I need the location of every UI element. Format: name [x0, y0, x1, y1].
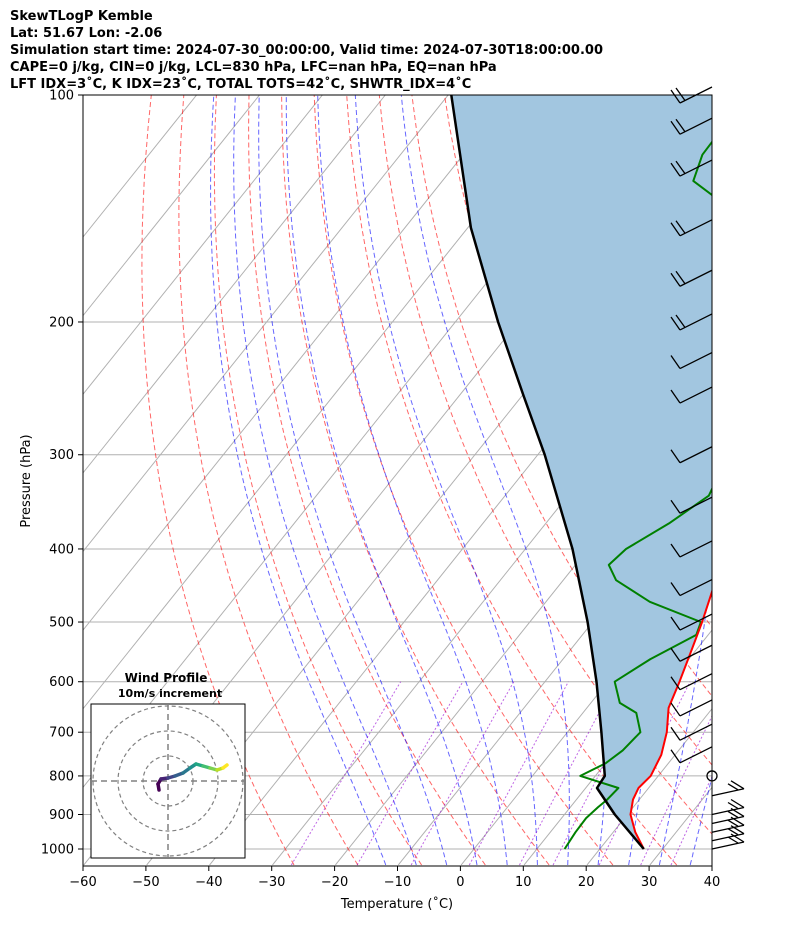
hodograph-trace: [221, 763, 229, 770]
x-tick-label: −30: [258, 875, 285, 890]
wind-barb: [670, 386, 713, 404]
x-tick-label: 0: [456, 875, 464, 890]
x-tick-label: −50: [132, 875, 159, 890]
y-axis-label: Pressure (hPa): [19, 434, 34, 527]
moist-adiabat: [210, 95, 387, 866]
y-tick-label: 500: [49, 616, 74, 631]
x-tick-label: 40: [704, 875, 721, 890]
isotherm-line: [586, 707, 712, 866]
x-tick-label: 30: [641, 875, 658, 890]
x-axis-label: Temperature (˚C): [340, 896, 453, 912]
y-tick-label: 700: [49, 726, 74, 741]
dry-adiabat: [248, 95, 486, 866]
dry-adiabat: [704, 95, 712, 115]
moist-adiabat: [258, 95, 448, 866]
location-line: Lat: 51.67 Lon: -2.06: [10, 26, 163, 41]
hodograph-subtitle: 10m/s increment: [118, 687, 222, 700]
y-tick-label: 400: [49, 542, 74, 557]
dry-adiabat: [313, 95, 614, 866]
parcel-path-line: [450, 95, 645, 850]
x-tick-label: −10: [384, 875, 411, 890]
wind-barb: [670, 269, 713, 287]
wind-barb: [670, 578, 713, 597]
y-tick-label: 200: [49, 315, 74, 330]
x-tick-label: 20: [578, 875, 595, 890]
moist-adiabat: [285, 95, 478, 866]
dry-adiabat: [178, 95, 359, 866]
y-tick-label: 600: [49, 675, 74, 690]
isotherm-line: [83, 95, 197, 238]
wind-barb: [670, 746, 713, 764]
dry-adiabat: [281, 95, 550, 866]
moist-adiabat: [317, 95, 508, 866]
dry-adiabat: [346, 95, 678, 866]
wind-barb: [711, 780, 745, 797]
hodograph-ring: [117, 730, 219, 832]
wind-barb: [670, 446, 713, 464]
dry-adiabat: [770, 95, 794, 865]
wind-barb: [670, 699, 713, 717]
x-tick-label: −20: [321, 875, 348, 890]
isotherm-line: [83, 95, 323, 396]
isotherm-line: [460, 550, 712, 866]
wind-barb: [670, 673, 713, 691]
isotherm-line: [713, 95, 794, 865]
dry-adiabat: [738, 95, 794, 865]
mixing-ratio-line: [552, 681, 648, 866]
y-tick-label: 900: [49, 808, 74, 823]
mixing-ratio-line: [410, 681, 515, 866]
wind-barb: [670, 644, 713, 662]
dewpoint-line: [563, 140, 712, 850]
mixing-ratio-line: [468, 681, 569, 866]
time-line: Simulation start time: 2024-07-30_00:00:…: [10, 43, 603, 58]
wind-barb: [670, 496, 713, 514]
wind-barb: [670, 219, 713, 237]
wind-barb: [670, 117, 713, 135]
mixing-ratio-line: [290, 681, 402, 866]
x-tick-label: 10: [515, 875, 532, 890]
wind-barb: [711, 798, 745, 816]
wind-barb: [670, 313, 713, 331]
dry-adiabat: [141, 95, 295, 866]
isotherm-line: [209, 236, 712, 866]
y-tick-label: 800: [49, 769, 74, 784]
hodograph-title: Wind Profile: [125, 671, 208, 685]
moist-adiabat: [631, 95, 712, 866]
y-tick-label: 100: [49, 89, 74, 104]
mixing-ratio-line: [640, 714, 712, 866]
index-line: LFT IDX=3˚C, K IDX=23˚C, TOTAL TOTS=42˚C…: [10, 77, 472, 92]
mixing-ratio-line: [356, 681, 464, 866]
wind-barb: [670, 351, 713, 370]
mixing-ratio-line: [598, 681, 691, 866]
wind-barb: [711, 833, 745, 850]
y-tick-label: 1000: [41, 843, 74, 858]
y-tick-label: 300: [49, 448, 74, 463]
isotherm-line: [83, 95, 449, 553]
cape-cin-shading: [451, 95, 712, 849]
isotherm-line: [83, 95, 260, 317]
wind-barb: [670, 540, 713, 558]
mixing-ratio-line: [519, 681, 616, 866]
moist-adiabat: [233, 95, 417, 866]
x-tick-label: −60: [69, 875, 96, 890]
wind-barb: [670, 723, 713, 741]
x-tick-label: −40: [195, 875, 222, 890]
moist-adiabat: [400, 95, 570, 866]
dry-adiabat: [213, 95, 423, 866]
chart-header: SkewTLogP Kemble Lat: 51.67 Lon: -2.06 S…: [10, 8, 603, 93]
isotherm-line: [83, 95, 386, 474]
temperature-line: [629, 588, 712, 850]
dry-adiabat: [378, 95, 712, 835]
cape-line: CAPE=0 j/kg, CIN=0 j/kg, LCL=830 hPa, LF…: [10, 60, 497, 75]
wind-barb: [670, 159, 713, 177]
wind-barb: [670, 613, 713, 631]
chart-title: SkewTLogP Kemble: [10, 9, 153, 24]
isotherm-line: [83, 95, 512, 631]
